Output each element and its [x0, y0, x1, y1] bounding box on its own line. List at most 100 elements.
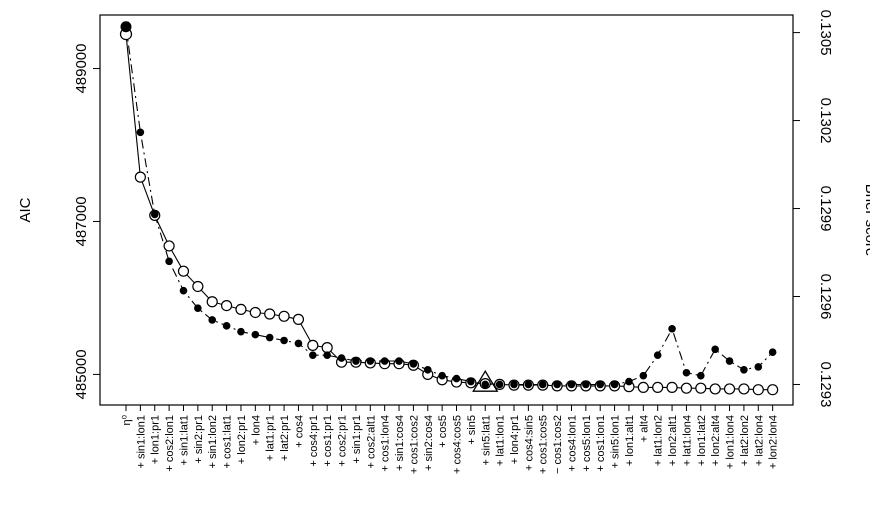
aic-point — [292, 313, 305, 325]
x-tick-label: + lat1:lon2 — [653, 415, 665, 466]
brier-point — [280, 336, 288, 345]
aic-point — [192, 280, 204, 293]
brier-point — [510, 380, 518, 389]
brier-point — [222, 322, 231, 330]
left-axis-title: AIC — [17, 197, 34, 222]
series-points — [119, 21, 779, 396]
x-tick-label: + cos4:sin5 — [523, 415, 535, 471]
brier-point — [538, 380, 547, 389]
x-tick-label: + cos1:cos2 — [408, 415, 420, 474]
x-tick-label: + sin1:pr1 — [351, 415, 363, 464]
aic-point — [206, 296, 218, 308]
right-tick-label: 0.1293 — [817, 362, 834, 408]
x-tick-label: + lat2:lon2 — [739, 415, 751, 466]
x-tick-label: + lon1:lat2 — [696, 415, 708, 466]
x-tick-label: + cos5 — [437, 415, 449, 448]
brier-point — [251, 330, 260, 339]
x-tick-label: + alt4 — [638, 415, 650, 442]
aic-point — [163, 240, 175, 252]
brier-point — [596, 380, 605, 389]
right-tick-label: 0.1305 — [817, 10, 834, 56]
x-tick-label: + sin2:pr1 — [193, 415, 205, 464]
x-tick-label: + sin2:cos4 — [423, 415, 435, 471]
aic-point — [220, 299, 233, 312]
brier-point — [409, 360, 418, 368]
brier-point — [725, 357, 734, 365]
x-tick-label: + lon2:alt4 — [710, 415, 722, 466]
brier-point — [309, 351, 317, 359]
brier-point — [150, 210, 159, 219]
brier-point — [639, 371, 648, 380]
x-tick-label: + lat1:lon4 — [681, 415, 693, 466]
left-tick-label: 487000 — [73, 196, 90, 246]
x-tick-label: η⁰ — [121, 414, 133, 425]
brier-point — [208, 316, 217, 324]
x-tick-label: + cos2:alt1 — [365, 415, 377, 469]
x-tick-label: + sin5 — [466, 415, 478, 445]
left-tick-label: 485000 — [73, 349, 90, 399]
x-tick-label: + lon1:alt1 — [624, 415, 636, 466]
x-tick-label: + cos4:cos5 — [452, 415, 464, 474]
brier-point — [438, 371, 446, 380]
x-tick-label: + cos1:lon4 — [380, 415, 392, 472]
x-tick-label: + cos4:lon1 — [566, 415, 578, 472]
aic-point — [321, 342, 333, 354]
aic-point — [680, 382, 693, 394]
x-axis: η⁰ + sin1:lon1 + lon1:pr1 + cos2:lon1 + sin1… — [121, 405, 780, 474]
x-tick-label: + cos1:lon1 — [595, 415, 607, 472]
aic-point — [278, 310, 290, 322]
x-tick-label: + lat1:pr1 — [265, 415, 277, 461]
brier-point — [697, 371, 705, 380]
aic-point — [249, 306, 261, 319]
selected-model-triangle-marker — [472, 369, 499, 392]
brier-point — [323, 351, 331, 359]
series-lines — [125, 26, 773, 391]
x-tick-label: + cos4:pr1 — [308, 415, 320, 467]
aic-point — [307, 339, 319, 351]
brier-point — [625, 377, 633, 386]
brier-point — [524, 380, 533, 389]
brier-point — [237, 327, 245, 336]
x-tick-label: + lat2:pr1 — [279, 415, 291, 461]
aic-point — [652, 381, 664, 394]
brier-point — [352, 357, 360, 365]
right-tick-label: 0.1296 — [817, 274, 834, 320]
brier-point — [668, 324, 676, 333]
right-tick-label: 0.1299 — [817, 186, 834, 232]
brier-point — [120, 21, 132, 33]
x-tick-label: + lon1:pr1 — [150, 415, 162, 464]
annotation-layer — [472, 369, 499, 392]
x-tick-label: + cos2:lon1 — [164, 415, 176, 472]
brier-point — [337, 354, 346, 362]
brier-point — [553, 380, 561, 389]
brier-point — [380, 357, 389, 365]
x-tick-label: − cos1:cos2 — [552, 415, 564, 474]
brier-point — [194, 304, 202, 313]
left-tick-label: 489000 — [73, 43, 90, 93]
brier-point — [495, 380, 504, 389]
x-tick-label: + lon2:alt1 — [667, 415, 679, 466]
x-tick-label: + lon4 — [250, 415, 262, 445]
brier-point — [754, 363, 763, 371]
plot-frame — [99, 14, 794, 406]
brier-point — [265, 333, 274, 342]
x-tick-label: + sin1:lat1 — [178, 415, 190, 465]
brier-point — [740, 366, 748, 374]
brier-point — [768, 348, 777, 357]
brier-series-line — [125, 26, 773, 386]
x-tick-label: + cos1:cos5 — [538, 415, 550, 474]
right-axis-title: Brier score — [862, 184, 870, 257]
x-tick-label: + cos4 — [293, 415, 305, 448]
x-tick-label: + lat2:lon4 — [753, 415, 765, 466]
brier-point — [711, 345, 719, 354]
aic-point — [738, 383, 750, 395]
aic-point — [666, 381, 678, 394]
x-tick-label: + cos5:lon1 — [581, 415, 593, 472]
aic-point — [235, 303, 247, 316]
aic-point — [134, 171, 146, 183]
aic-point — [264, 308, 276, 320]
x-tick-label: + lat1:lon1 — [495, 415, 507, 466]
right-tick-label: 0.1302 — [817, 98, 834, 144]
brier-point — [467, 377, 475, 386]
